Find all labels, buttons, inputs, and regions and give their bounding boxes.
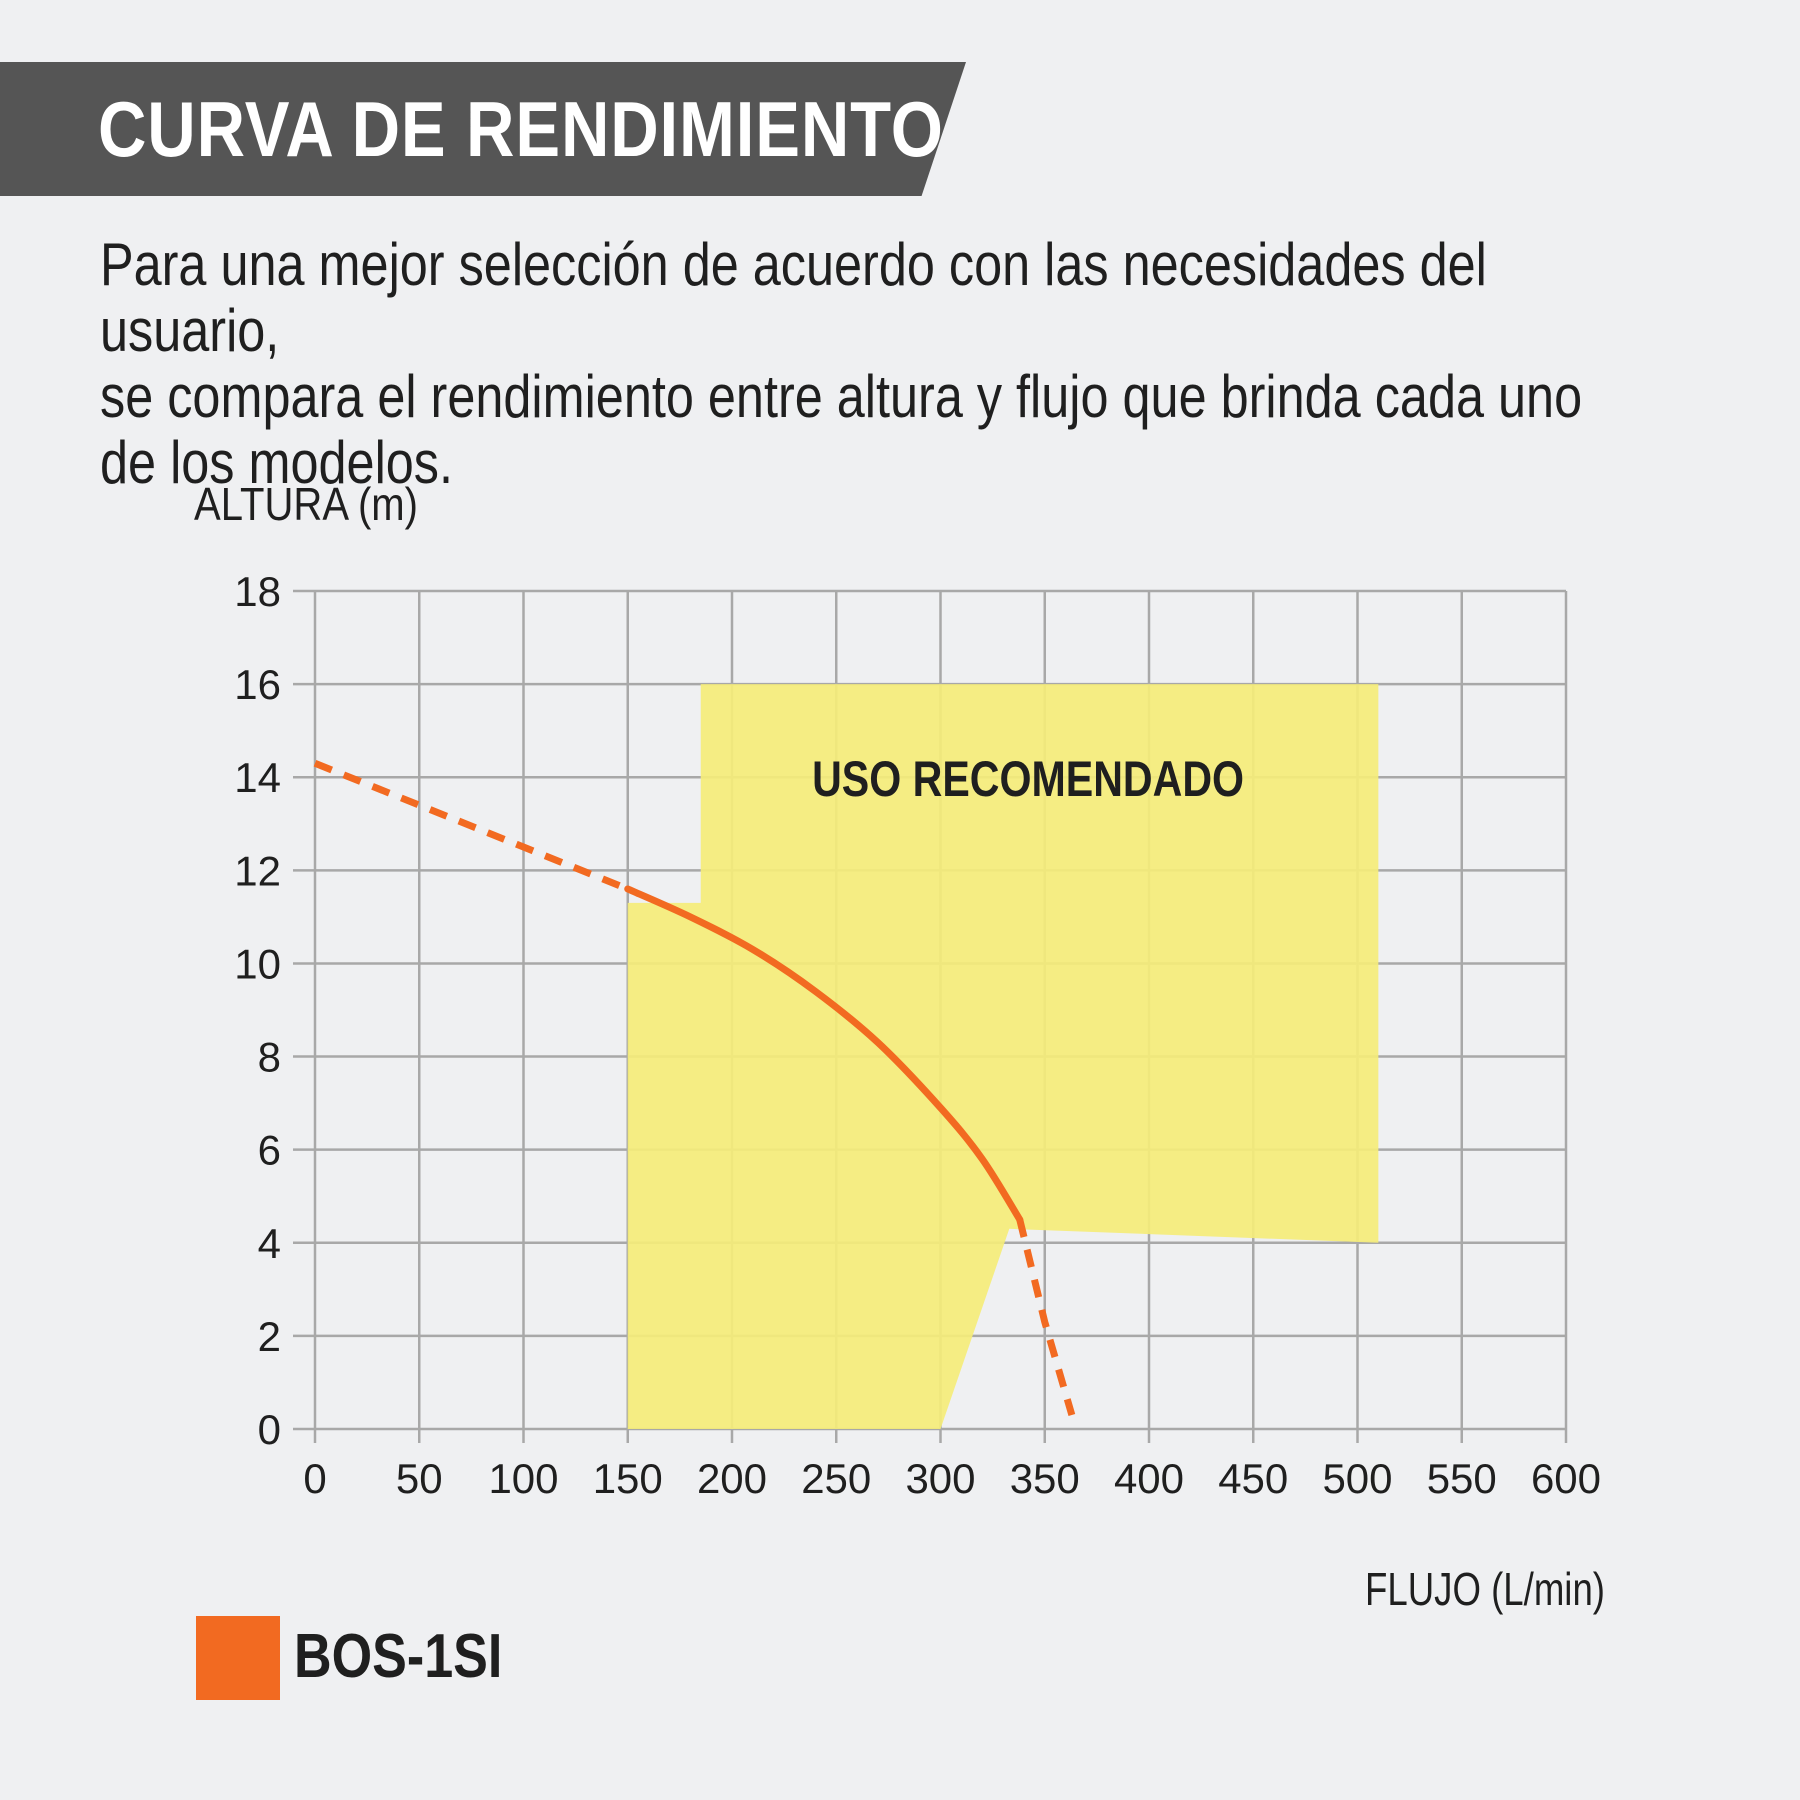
intro-paragraph: Para una mejor selección de acuerdo con … <box>100 232 1679 496</box>
y-tick-label: 18 <box>234 568 281 615</box>
x-tick-label: 50 <box>396 1455 443 1502</box>
curve-dashed-segment <box>313 760 630 893</box>
tick-labels: 0 50 100 150 200 250 300 350 400 450 500 550 600 0 2 4 6… <box>234 568 1601 1502</box>
y-tick-label: 8 <box>258 1034 281 1081</box>
x-tick-label: 200 <box>697 1455 767 1502</box>
y-tick-label: 6 <box>258 1127 281 1174</box>
y-tick-label: 4 <box>258 1220 281 1267</box>
y-tick-label: 2 <box>258 1313 281 1360</box>
curve-solid-segment <box>624 885 1024 1223</box>
x-tick-label: 100 <box>488 1455 558 1502</box>
x-tick-label: 500 <box>1322 1455 1392 1502</box>
recommended-use-region <box>627 684 1379 1429</box>
x-tick-label: 400 <box>1114 1455 1184 1502</box>
intro-line-3: de los modelos. <box>100 429 453 496</box>
y-tick-label: 16 <box>234 661 281 708</box>
x-tick-label: 150 <box>593 1455 663 1502</box>
intro-line-1: Para una mejor selección de acuerdo con … <box>100 231 1487 364</box>
x-tick-label: 350 <box>1010 1455 1080 1502</box>
y-tick-label: 12 <box>234 847 281 894</box>
y-tick-label: 14 <box>234 754 281 801</box>
performance-curve <box>313 760 1076 1417</box>
curve-dashed-segment <box>1016 1218 1076 1417</box>
region-label: USO RECOMENDADO <box>812 751 1244 807</box>
x-tick-label: 600 <box>1531 1455 1601 1502</box>
y-axis-label: ALTURA (m) <box>194 478 418 530</box>
title-banner: CURVA DE RENDIMIENTO <box>0 62 966 196</box>
x-tick-label: 450 <box>1218 1455 1288 1502</box>
x-tick-label: 0 <box>303 1455 326 1502</box>
legend-swatch <box>196 1616 280 1700</box>
x-tick-label: 250 <box>801 1455 871 1502</box>
legend-label: BOS-1SI <box>294 1622 503 1691</box>
intro-line-2: se compara el rendimiento entre altura y… <box>100 363 1583 430</box>
x-axis-label: FLUJO (L/min) <box>1365 1563 1605 1615</box>
x-tick-label: 300 <box>905 1455 975 1502</box>
y-tick-label: 10 <box>234 940 281 987</box>
page-title: CURVA DE RENDIMIENTO <box>98 85 944 173</box>
y-tick-label: 0 <box>258 1406 281 1453</box>
x-tick-label: 550 <box>1427 1455 1497 1502</box>
